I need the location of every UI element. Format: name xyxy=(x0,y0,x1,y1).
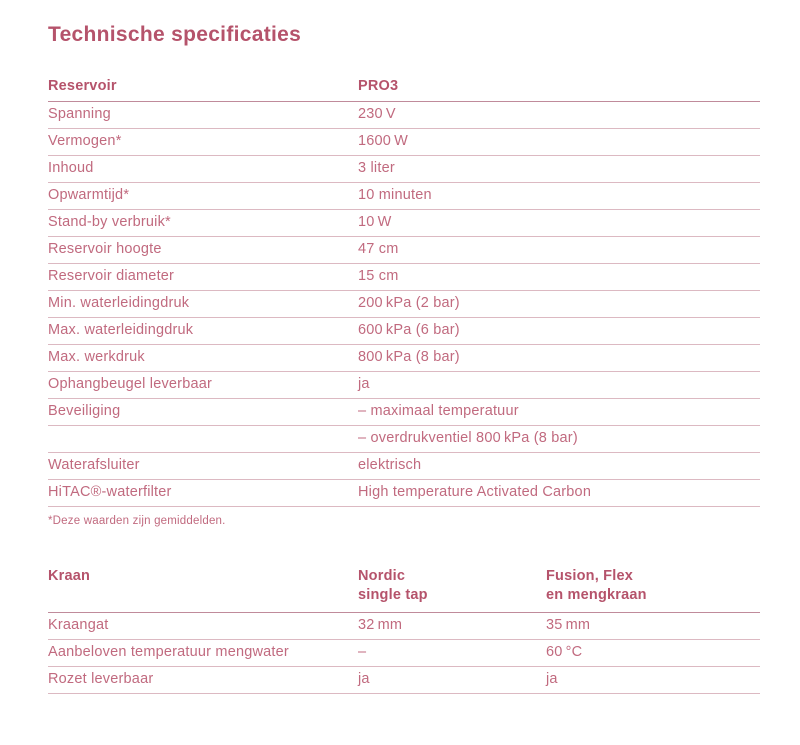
kraan-table-header-label: Kraan xyxy=(48,565,358,613)
spec-value: – xyxy=(358,639,546,667)
table-row: Aanbeloven temperatuur mengwater –60 °C xyxy=(48,639,760,667)
spec-value: 32 mm xyxy=(358,612,546,640)
kraan-table-header-row: Kraan Nordic single tap Fusion, Flex en … xyxy=(48,565,760,613)
spec-label: Inhoud xyxy=(48,155,358,183)
spec-label xyxy=(48,425,358,453)
spec-label: Spanning xyxy=(48,101,358,129)
kraan-table: Kraan Nordic single tap Fusion, Flex en … xyxy=(48,565,760,694)
table-row: – overdrukventiel 800 kPa (8 bar) xyxy=(48,425,760,453)
spec-value: 230 V xyxy=(358,101,760,129)
table-row: Stand-by verbruik* 10 W xyxy=(48,209,760,237)
table-row: Opwarmtijd* 10 minuten xyxy=(48,182,760,210)
kraan-table-header-nordic: Nordic single tap xyxy=(358,565,546,613)
table-row: Reservoir diameter 15 cm xyxy=(48,263,760,291)
reservoir-table-body: Spanning 230 V Vermogen* 1600 W Inhoud 3 lite… xyxy=(48,101,760,507)
table-row: Rozet leverbaar ja ja xyxy=(48,666,760,694)
spec-value: 47 cm xyxy=(358,236,760,264)
reservoir-table-header-pro3: PRO3 xyxy=(358,77,760,102)
table-row: Reservoir hoogte 47 cm xyxy=(48,236,760,264)
table-row: Min. waterleidingdruk 200 kPa (2 bar) xyxy=(48,290,760,318)
spec-value: 10 W xyxy=(358,209,760,237)
spec-value: 600 kPa (6 bar) xyxy=(358,317,760,345)
spec-value: 3 liter xyxy=(358,155,760,183)
table-row: Kraangat 32 mm 35 mm xyxy=(48,612,760,640)
spec-value: 10 minuten xyxy=(358,182,760,210)
spec-value: – maximaal temperatuur xyxy=(358,398,760,426)
spec-label: Min. waterleidingdruk xyxy=(48,290,358,318)
kraan-table-header-fusion: Fusion, Flex en mengkraan xyxy=(546,565,760,613)
spec-label: Max. waterleidingdruk xyxy=(48,317,358,345)
spec-value: ja xyxy=(358,371,760,399)
reservoir-table-header-label: Reservoir xyxy=(48,77,358,102)
spec-value: ja xyxy=(546,666,760,694)
table-row: Spanning 230 V xyxy=(48,101,760,129)
spec-value: 200 kPa (2 bar) xyxy=(358,290,760,318)
spec-label: Opwarmtijd* xyxy=(48,182,358,210)
footnote: *Deze waarden zijn gemiddelden. xyxy=(48,515,226,527)
spec-value: High temperature Activated Carbon xyxy=(358,479,760,507)
spec-value: ja xyxy=(358,666,546,694)
spec-label: Waterafsluiter xyxy=(48,452,358,480)
spec-value: elektrisch xyxy=(358,452,760,480)
spec-value: 15 cm xyxy=(358,263,760,291)
spec-label: Vermogen* xyxy=(48,128,358,156)
table-row: Max. werkdruk 800 kPa (8 bar) xyxy=(48,344,760,372)
reservoir-table-header-row: Reservoir PRO3 xyxy=(48,77,760,102)
reservoir-table: Reservoir PRO3 Spanning 230 V Vermogen* 160… xyxy=(48,77,760,507)
spec-label: Max. werkdruk xyxy=(48,344,358,372)
spec-label: Aanbeloven temperatuur mengwater xyxy=(48,639,358,667)
table-row: Beveiliging – maximaal temperatuur xyxy=(48,398,760,426)
spec-label: Beveiliging xyxy=(48,398,358,426)
spec-label: Reservoir hoogte xyxy=(48,236,358,264)
table-row: Vermogen* 1600 W xyxy=(48,128,760,156)
page-title: Technische specificaties xyxy=(48,23,302,46)
table-row: HiTAC®-waterfilter High temperature Activ… xyxy=(48,479,760,507)
spec-label: Reservoir diameter xyxy=(48,263,358,291)
spec-value: 800 kPa (8 bar) xyxy=(358,344,760,372)
spec-label: Ophangbeugel leverbaar xyxy=(48,371,358,399)
table-row: Waterafsluiter elektrisch xyxy=(48,452,760,480)
kraan-table-body: Kraangat 32 mm 35 mm Aanbeloven temperatuur… xyxy=(48,612,760,694)
table-row: Max. waterleidingdruk 600 kPa (6 bar) xyxy=(48,317,760,345)
spec-value: 60 °C xyxy=(546,639,760,667)
table-row: Inhoud 3 liter xyxy=(48,155,760,183)
spec-value: – overdrukventiel 800 kPa (8 bar) xyxy=(358,425,760,453)
spec-label: HiTAC®-waterfilter xyxy=(48,479,358,507)
table-row: Ophangbeugel leverbaar ja xyxy=(48,371,760,399)
spec-label: Stand-by verbruik* xyxy=(48,209,358,237)
spec-value: 1600 W xyxy=(358,128,760,156)
spec-label: Rozet leverbaar xyxy=(48,666,358,694)
spec-value: 35 mm xyxy=(546,612,760,640)
spec-label: Kraangat xyxy=(48,612,358,640)
